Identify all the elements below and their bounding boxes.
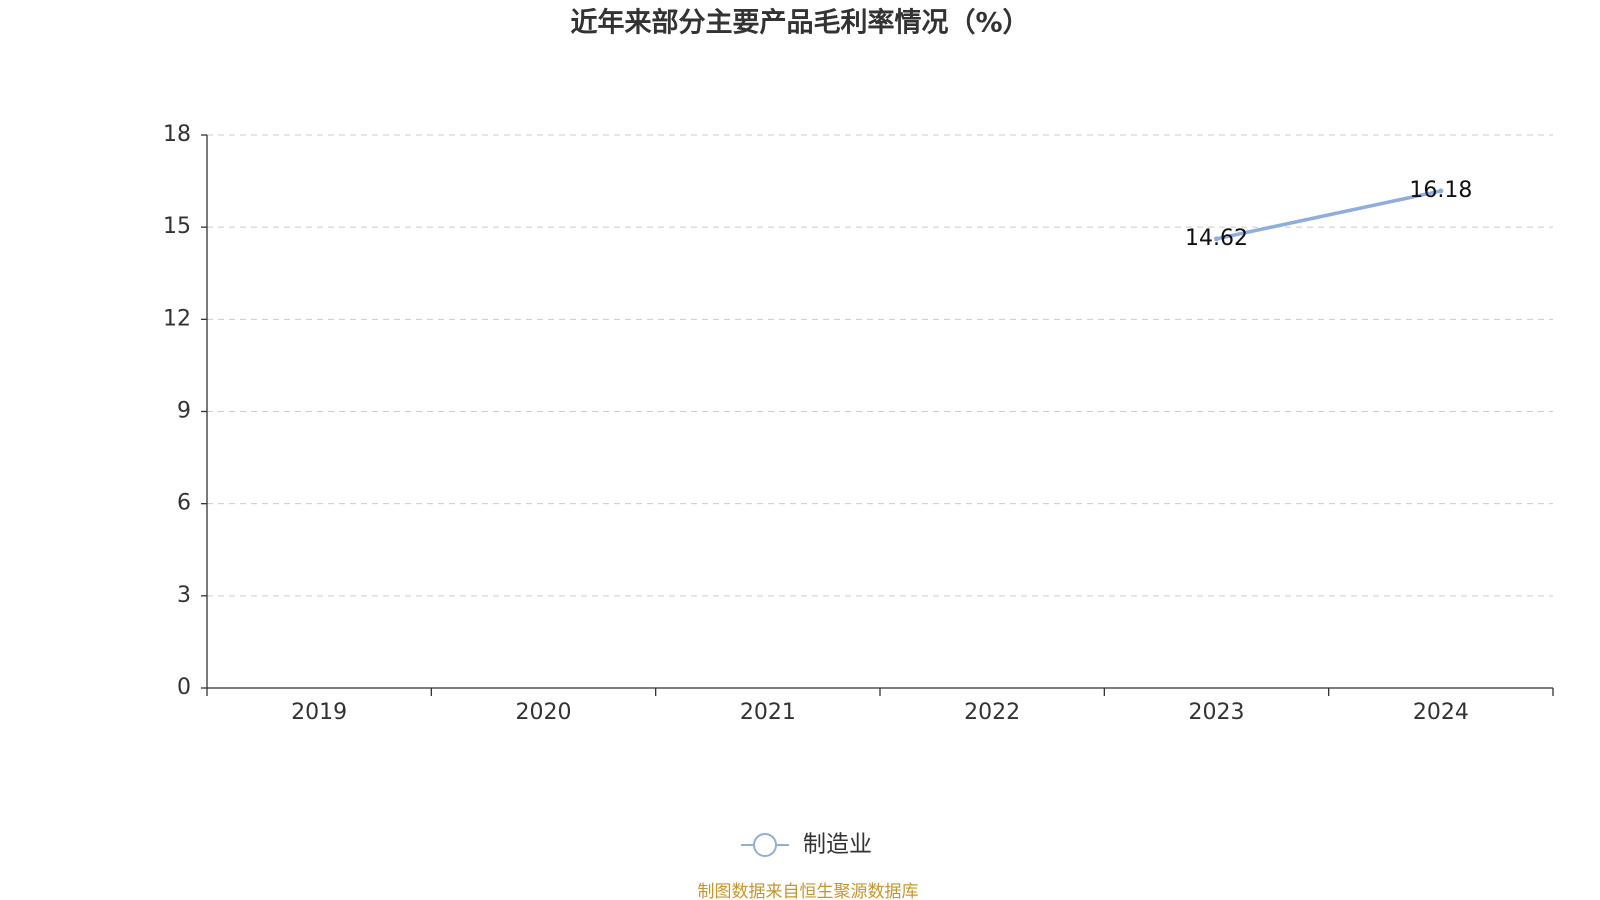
- point: [1214, 236, 1219, 242]
- point: [1438, 188, 1444, 194]
- series-line: [1216, 189, 1442, 241]
- chart-title: 近年来部分主要产品毛利率情况（%）: [570, 7, 1029, 39]
- x-tick-label: 2020: [516, 700, 572, 725]
- legend-label: 制造业: [803, 832, 872, 858]
- x-tick-label: 2022: [964, 700, 1020, 725]
- source-note: 制图数据来自恒生聚源数据库: [698, 882, 919, 900]
- y-tick-label: 9: [177, 399, 191, 424]
- data-label: 14.62: [1185, 226, 1248, 251]
- x-tick-label: 2024: [1413, 700, 1469, 725]
- y-tick-label: 6: [177, 491, 191, 516]
- y-tick-label: 18: [163, 122, 191, 147]
- x-tick-label: 2019: [291, 700, 347, 725]
- legend-marker: [753, 833, 777, 857]
- y-tick-label: 0: [177, 675, 191, 700]
- y-tick-label: 3: [177, 583, 191, 608]
- x-tick-label: 2023: [1189, 700, 1245, 725]
- data-label: 16.18: [1409, 178, 1472, 203]
- x-tick-label: 2021: [740, 700, 796, 725]
- y-tick-label: 12: [163, 306, 191, 331]
- y-tick-label: 15: [163, 214, 191, 239]
